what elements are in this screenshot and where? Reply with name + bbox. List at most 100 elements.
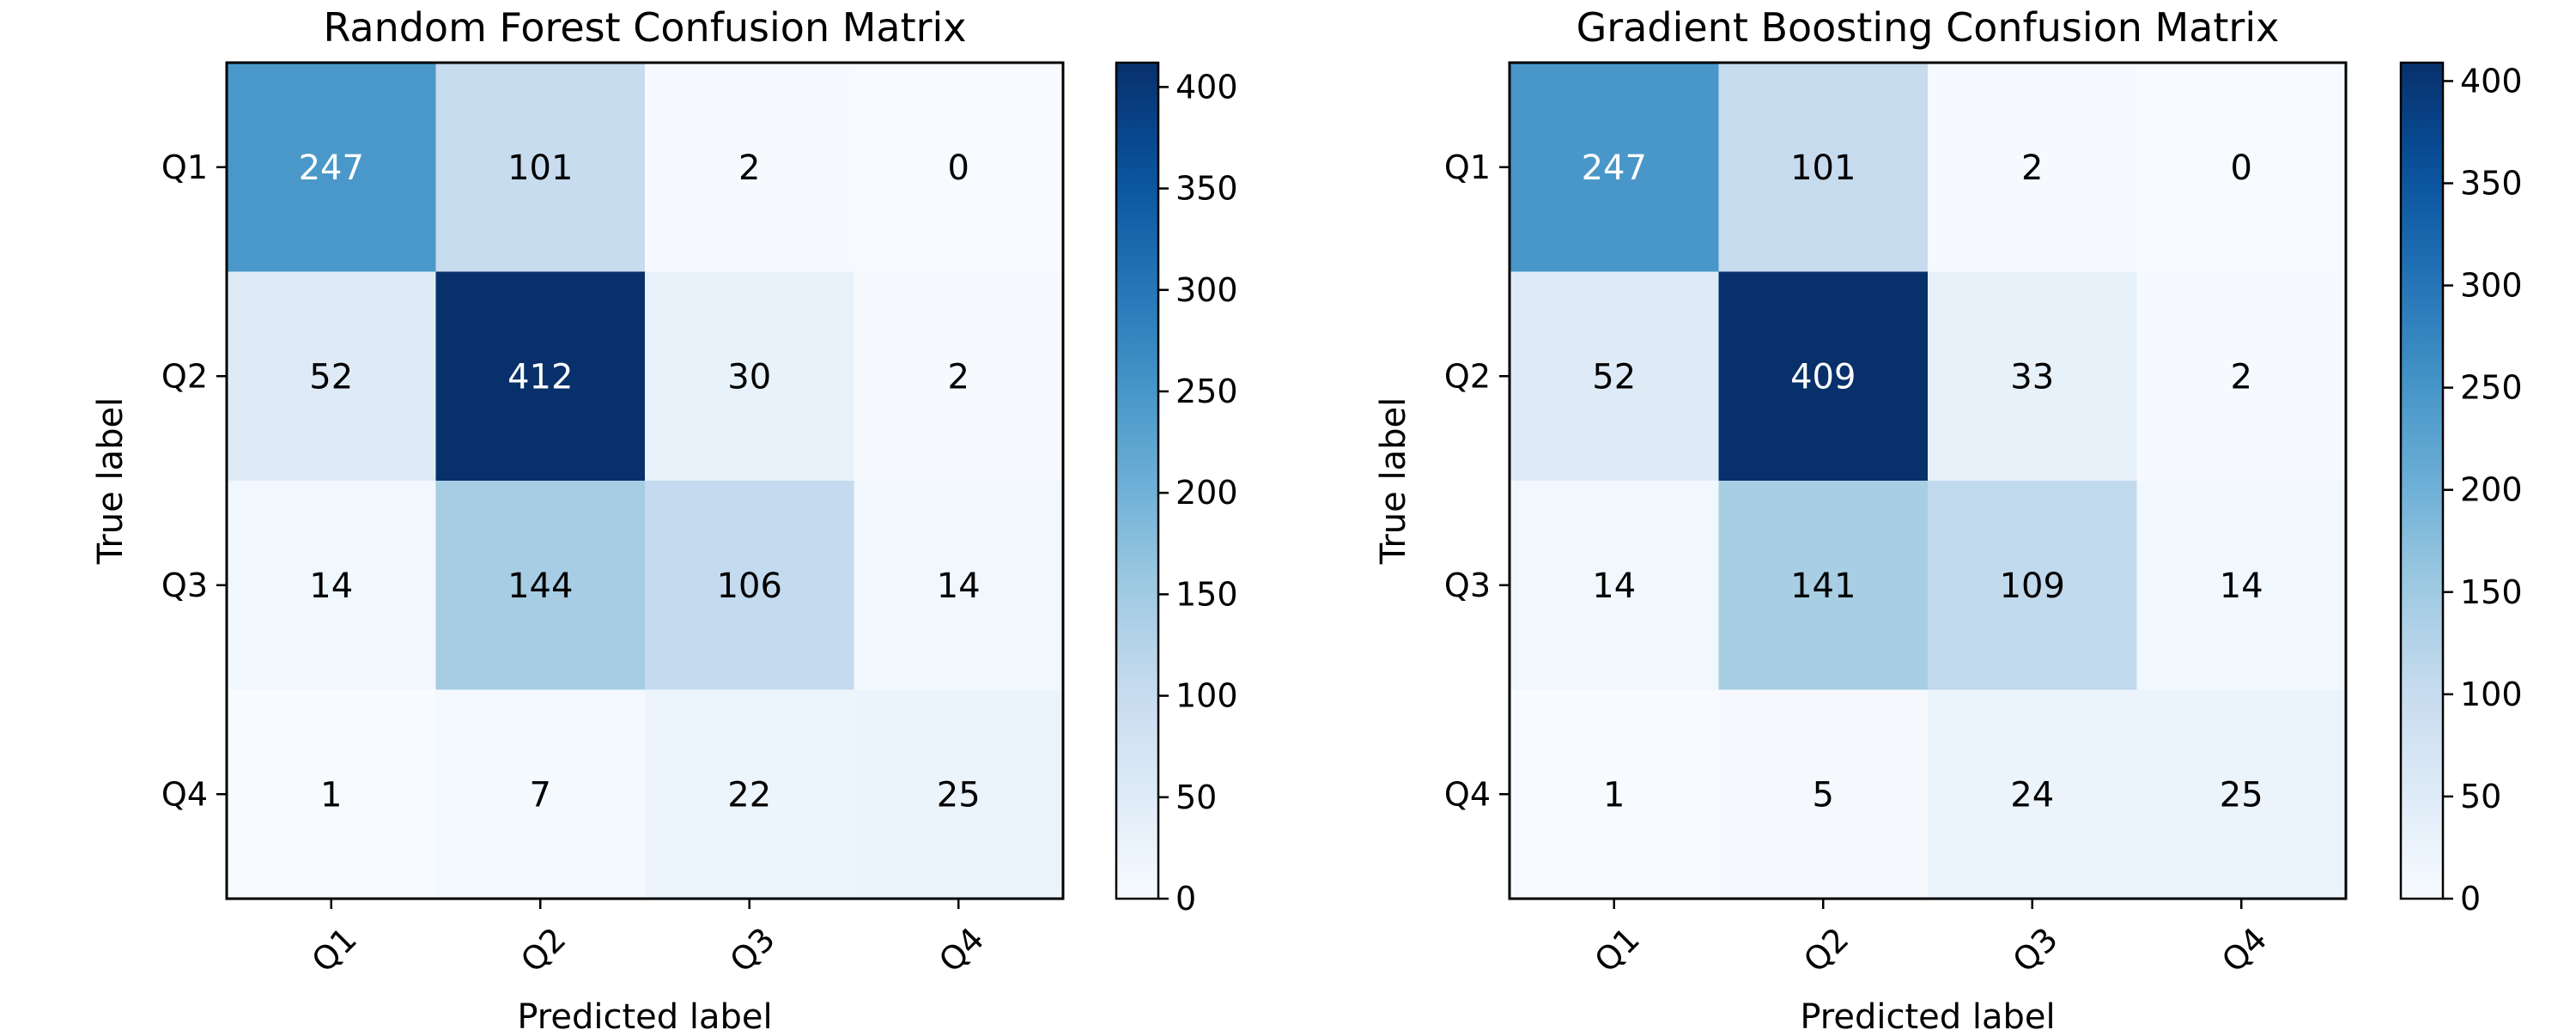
cell-value-label: 2 bbox=[2021, 148, 2043, 188]
colorbar-frame bbox=[1115, 61, 1160, 900]
cell-value-label: 409 bbox=[1790, 357, 1856, 397]
colorbar-tick-label: 400 bbox=[1176, 68, 1238, 106]
colorbar bbox=[2401, 63, 2443, 899]
x-tick-label: Q1 bbox=[305, 920, 364, 979]
heatmap-cell bbox=[2136, 481, 2347, 690]
cell-value-label: 52 bbox=[1592, 357, 1636, 397]
heatmap-cell bbox=[435, 689, 646, 900]
plot-frame bbox=[225, 61, 1065, 900]
heatmap-cell bbox=[227, 271, 436, 482]
heatmap-cell bbox=[1928, 481, 2137, 690]
cell-value-label: 2 bbox=[948, 357, 969, 397]
cell-value-label: 2 bbox=[738, 148, 760, 188]
heatmap-cell bbox=[645, 689, 854, 900]
cell-value-label: 101 bbox=[507, 148, 573, 188]
y-tick-label: Q4 bbox=[161, 775, 208, 813]
y-tick-label: Q1 bbox=[161, 148, 208, 186]
heatmap-cell bbox=[227, 689, 436, 900]
heatmap-cell bbox=[645, 271, 854, 482]
y-tick-label: Q2 bbox=[1444, 357, 1491, 395]
y-tick-label: Q2 bbox=[161, 357, 208, 395]
heatmap-cell bbox=[1928, 689, 2137, 900]
x-tick-label: Q4 bbox=[932, 920, 991, 979]
heatmap-cell bbox=[435, 271, 646, 482]
x-tick-label: Q2 bbox=[513, 920, 573, 979]
x-tick-label: Q4 bbox=[2215, 920, 2274, 979]
heatmap-cell bbox=[227, 481, 436, 690]
heatmap-cell bbox=[1718, 481, 1929, 690]
heatmap-cell bbox=[2136, 689, 2347, 900]
y-axis-label: True label bbox=[1374, 397, 1413, 565]
cell-value-label: 247 bbox=[299, 148, 364, 188]
colorbar-tick-label: 150 bbox=[1176, 575, 1238, 613]
heatmap-cell bbox=[1510, 689, 1719, 900]
colorbar-tick-label: 50 bbox=[1176, 779, 1217, 816]
heatmap-cell bbox=[2136, 271, 2347, 482]
random-forest-panel: Random Forest Confusion Matrix 247 101 2 0 52… bbox=[91, 4, 1238, 1030]
chart-title: Random Forest Confusion Matrix bbox=[323, 4, 966, 51]
heatmap-cell bbox=[1718, 271, 1929, 482]
cell-value-label: 25 bbox=[937, 775, 981, 815]
cell-value-label: 412 bbox=[507, 357, 573, 397]
colorbar-tick-label: 400 bbox=[2460, 62, 2523, 100]
colorbar-tick-label: 0 bbox=[2460, 880, 2481, 918]
y-tick-label: Q3 bbox=[1444, 566, 1491, 604]
y-tick-label: Q4 bbox=[1444, 775, 1491, 813]
cell-value-label: 144 bbox=[507, 566, 573, 606]
cell-value-label: 14 bbox=[937, 566, 981, 606]
colorbar-tick-label: 50 bbox=[2460, 778, 2501, 815]
x-axis-label: Predicted label bbox=[1800, 997, 2055, 1030]
y-tick-label: Q3 bbox=[161, 566, 208, 604]
colorbar-tick-label: 100 bbox=[1176, 677, 1238, 715]
cell-value-label: 1 bbox=[320, 775, 342, 815]
cell-value-label: 0 bbox=[2231, 148, 2252, 188]
colorbar-tick-label: 350 bbox=[1176, 170, 1238, 208]
heatmap-cell bbox=[1510, 63, 1719, 272]
cell-value-label: 141 bbox=[1790, 566, 1856, 606]
heatmap-cell bbox=[2136, 63, 2347, 272]
cell-value-label: 33 bbox=[2010, 357, 2054, 397]
colorbar bbox=[1116, 63, 1158, 899]
heatmap-cell bbox=[1510, 481, 1719, 690]
x-tick-label: Q1 bbox=[1588, 920, 1647, 979]
cell-value-label: 14 bbox=[1592, 566, 1636, 606]
colorbar-tick-label: 200 bbox=[1176, 474, 1238, 512]
x-tick-label: Q2 bbox=[1796, 920, 1856, 979]
heatmap-cell bbox=[854, 689, 1064, 900]
heatmap-cell bbox=[227, 63, 436, 272]
cell-value-label: 7 bbox=[530, 775, 551, 815]
heatmap-cell bbox=[1928, 271, 2137, 482]
heatmap-cell bbox=[645, 481, 854, 690]
cell-value-label: 24 bbox=[2010, 775, 2054, 815]
colorbar-tick-label: 250 bbox=[2460, 369, 2523, 407]
cell-value-label: 101 bbox=[1790, 148, 1856, 188]
colorbar-tick-label: 100 bbox=[2460, 676, 2523, 713]
cell-value-label: 30 bbox=[727, 357, 771, 397]
heatmap-cell bbox=[854, 271, 1064, 482]
cell-value-label: 106 bbox=[717, 566, 782, 606]
colorbar-tick-label: 150 bbox=[2460, 573, 2523, 611]
x-tick-label: Q3 bbox=[723, 920, 782, 979]
x-axis-label: Predicted label bbox=[517, 997, 772, 1030]
heatmap-cell bbox=[1928, 63, 2137, 272]
cell-value-label: 5 bbox=[1813, 775, 1834, 815]
colorbar-tick-label: 350 bbox=[2460, 165, 2523, 203]
plot-frame bbox=[1508, 61, 2348, 900]
cell-value-label: 109 bbox=[2000, 566, 2065, 606]
colorbar-frame bbox=[2399, 61, 2445, 900]
y-tick-label: Q1 bbox=[1444, 148, 1491, 186]
cell-value-label: 0 bbox=[948, 148, 969, 188]
cell-value-label: 25 bbox=[2220, 775, 2263, 815]
cell-value-label: 22 bbox=[727, 775, 771, 815]
x-tick-label: Q3 bbox=[2006, 920, 2065, 979]
colorbar-tick-label: 0 bbox=[1176, 880, 1196, 918]
cell-value-label: 14 bbox=[2220, 566, 2263, 606]
heatmap-cell bbox=[645, 63, 854, 272]
cell-value-label: 247 bbox=[1582, 148, 1647, 188]
heatmap-cell bbox=[1510, 271, 1719, 482]
cell-value-label: 14 bbox=[309, 566, 353, 606]
colorbar-tick-label: 250 bbox=[1176, 373, 1238, 410]
heatmap-cell bbox=[1718, 689, 1929, 900]
